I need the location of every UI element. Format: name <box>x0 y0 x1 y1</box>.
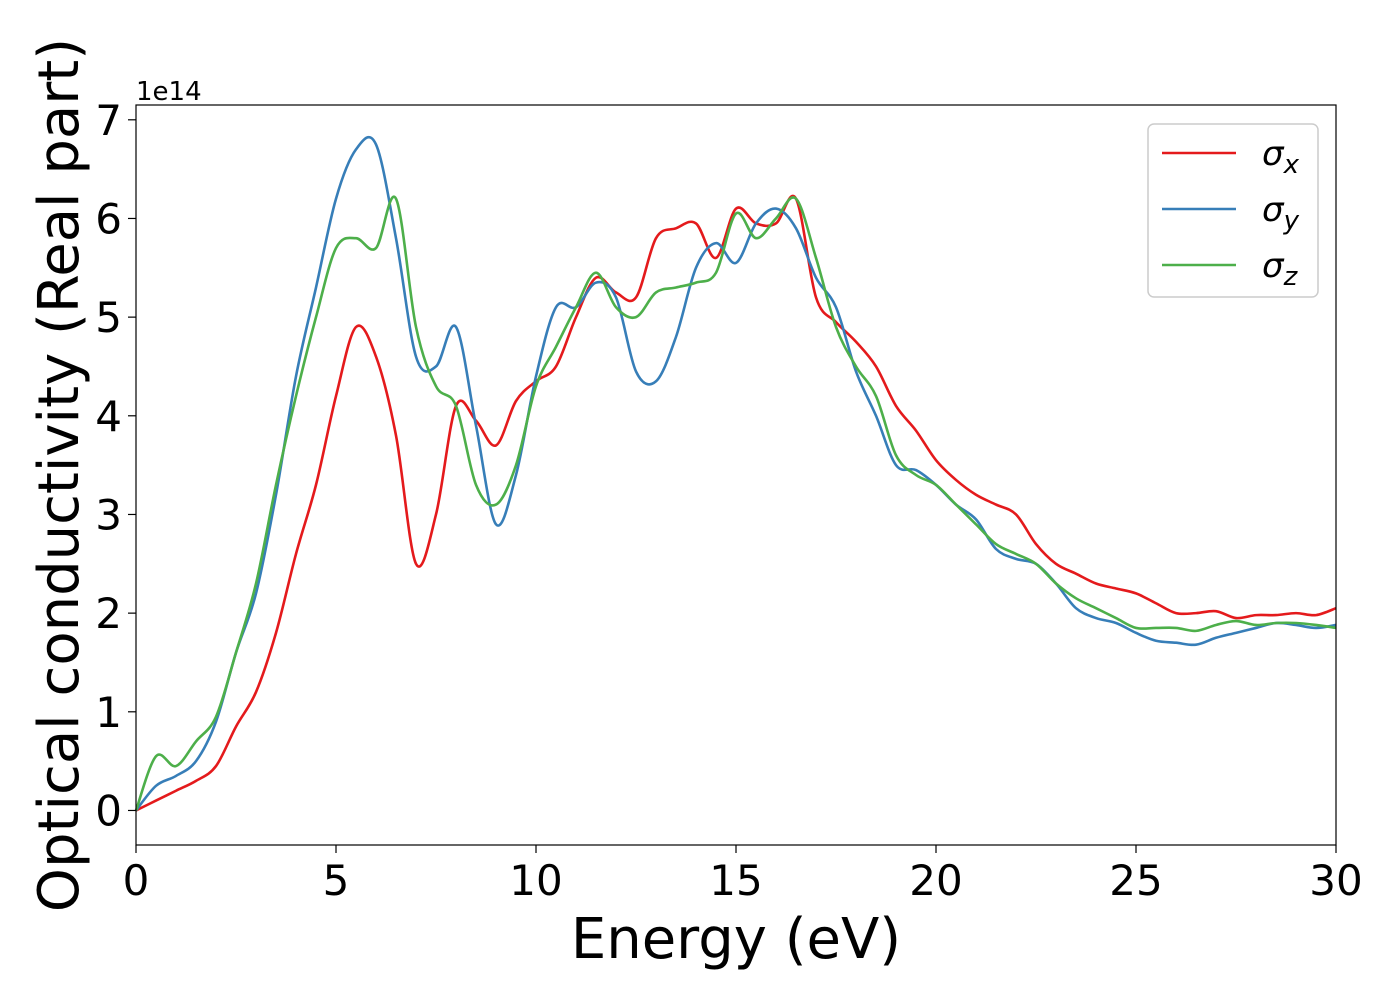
y-tick-label: 6 <box>95 194 122 243</box>
series-line-2 <box>134 135 1337 812</box>
x-tick-label: 20 <box>909 856 962 905</box>
x-axis-title: Energy (eV) <box>571 907 901 972</box>
y-tick-label: 1 <box>95 688 122 737</box>
y-tick-label: 5 <box>95 293 122 342</box>
y-tick-label: 2 <box>95 589 122 638</box>
legend-label-3: σz <box>1262 246 1299 292</box>
y-tick-label: 7 <box>95 96 122 145</box>
series-line-3 <box>134 195 1337 811</box>
legend: σx σy σz <box>1147 123 1319 298</box>
y-axis: 0 1 2 3 4 5 6 7 <box>95 96 136 835</box>
y-tick-label: 0 <box>95 786 122 835</box>
legend-label-1: σx <box>1262 134 1300 180</box>
y-tick-label: 4 <box>95 392 122 441</box>
plot-background <box>136 105 1336 845</box>
y-tick-label: 3 <box>95 490 122 539</box>
x-tick-label: 25 <box>1109 856 1162 905</box>
y-offset-label: 1e14 <box>136 77 202 107</box>
y-axis-title: Optical conductivity (Real part) <box>27 38 92 912</box>
x-tick-label: 5 <box>323 856 350 905</box>
x-tick-label: 0 <box>123 856 150 905</box>
series-layer <box>134 135 1337 812</box>
x-tick-label: 10 <box>509 856 562 905</box>
legend-label-2: σy <box>1262 190 1300 236</box>
legend-frame <box>1147 123 1319 298</box>
x-tick-label: 15 <box>709 856 762 905</box>
x-tick-label: 30 <box>1309 856 1362 905</box>
x-axis: 0 5 10 15 20 25 30 <box>123 845 1363 905</box>
